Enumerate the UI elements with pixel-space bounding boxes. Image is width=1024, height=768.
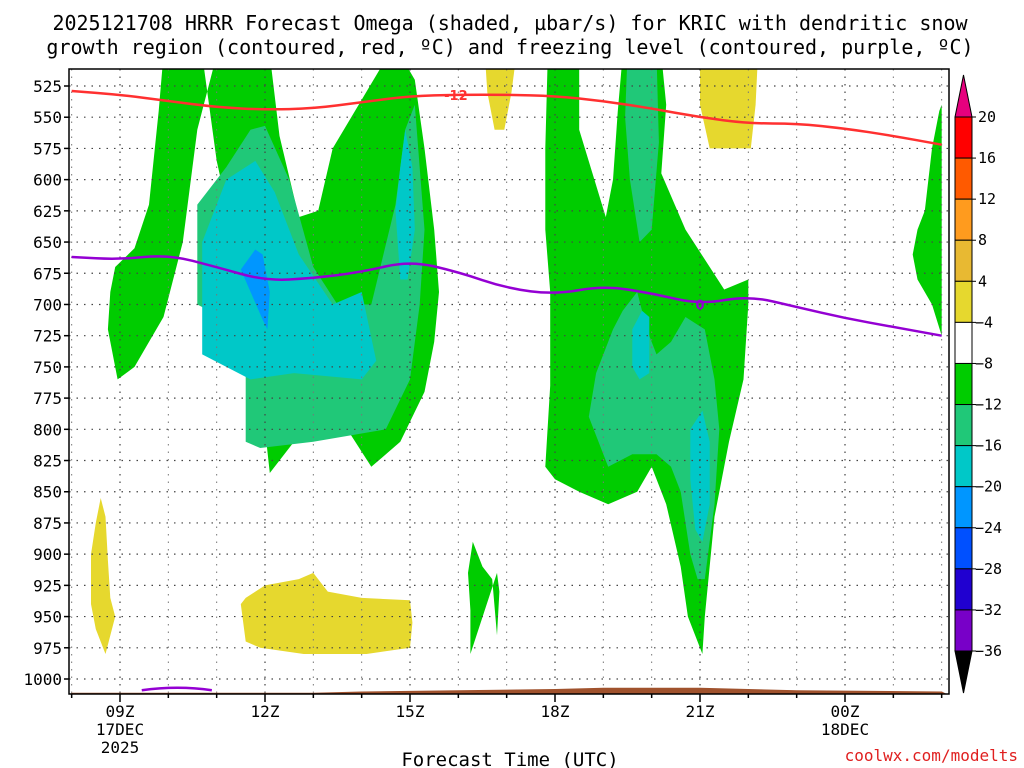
y-tick-label-900: 900 <box>33 545 62 564</box>
freezing-level-line-label: 0 <box>695 298 704 313</box>
y-tick-label-625: 625 <box>33 202 62 221</box>
colorbar-label-16: 16 <box>978 149 996 167</box>
y-tick-label-725: 725 <box>33 327 62 346</box>
y-tick-label-600: 600 <box>33 171 62 190</box>
contour-lines-layer: -12 0 <box>71 89 942 692</box>
chart-title-line-2: growth region (contoured, red, ºC) and f… <box>46 35 973 59</box>
colorbar-label--36: −36 <box>975 642 1002 660</box>
omega-region-12 <box>91 498 116 654</box>
y-tick-label-825: 825 <box>33 452 62 471</box>
colorbar-label--16: −16 <box>975 437 1002 455</box>
y-tick-label-650: 650 <box>33 233 62 252</box>
y-tick-label-1000: 1000 <box>23 670 62 689</box>
omega-region-6 <box>588 292 720 580</box>
y-tick-label-975: 975 <box>33 639 62 658</box>
omega-region-4 <box>240 249 270 330</box>
x-tick-label-18Z: 18Z <box>541 702 570 721</box>
y-tick-label-875: 875 <box>33 514 62 533</box>
colorbar: 20 16 12 8 4 −4 −8 −12 −16 −20 −24 −28 −32 −36 <box>954 74 1002 694</box>
terrain-surface <box>70 687 947 694</box>
plot-background <box>69 69 949 694</box>
x-axis-label: Forecast Time (UTC) <box>401 749 618 768</box>
freezing-level-line <box>71 255 942 337</box>
x-tick-year-09Z: 2025 <box>101 738 140 757</box>
omega-region-13 <box>240 572 413 654</box>
colorbar-swatch-9 <box>954 486 973 529</box>
y-tick-label-950: 950 <box>33 608 62 627</box>
colorbar-label--12: −12 <box>975 396 1002 414</box>
x-tick-label-09Z: 09Z <box>106 702 135 721</box>
colorbar-label-8: 8 <box>978 231 987 249</box>
x-tick-label-15Z: 15Z <box>396 702 425 721</box>
y-tick-label-575: 575 <box>33 139 62 158</box>
y-tick-label-775: 775 <box>33 389 62 408</box>
omega-region-7 <box>625 69 659 243</box>
colorbar-swatch-7 <box>954 404 973 447</box>
y-tick-label-675: 675 <box>33 264 62 283</box>
x-tick-label-21Z: 21Z <box>686 702 715 721</box>
terrain-layer <box>70 687 947 694</box>
freezing-level-surface-segment <box>141 686 213 692</box>
credit-text: coolwx.com/modelts <box>845 746 1018 765</box>
plot-frame <box>68 68 950 695</box>
chart-title-line-1: 2025121708 HRRR Forecast Omega (shaded, … <box>52 11 968 35</box>
x-tick-date-09Z: 17DEC <box>96 720 144 739</box>
pressure-axis: 525 550 575 600 625 650 675 700 725 750 775 800 825 8… <box>23 77 69 689</box>
colorbar-bottom-arrow <box>954 650 973 694</box>
colorbar-label--20: −20 <box>975 478 1002 496</box>
omega-region-2 <box>202 160 377 380</box>
colorbar-swatch-11 <box>954 568 973 611</box>
colorbar-swatch-8 <box>954 445 973 488</box>
colorbar-swatch-2 <box>954 198 973 241</box>
colorbar-label-20: 20 <box>978 108 996 126</box>
colorbar-label--24: −24 <box>975 519 1002 537</box>
colorbar-label--32: −32 <box>975 601 1002 619</box>
y-tick-label-700: 700 <box>33 295 62 314</box>
y-tick-label-550: 550 <box>33 108 62 127</box>
colorbar-swatch-10 <box>954 527 973 570</box>
colorbar-label-12: 12 <box>978 190 996 208</box>
x-tick-label-00Z: 00Z <box>831 702 860 721</box>
colorbar-label--8: −8 <box>975 354 993 372</box>
omega-region-9 <box>632 310 650 380</box>
colorbar-label-4: 4 <box>978 272 987 290</box>
omega-region-15 <box>700 69 758 149</box>
x-tick-label-12Z: 12Z <box>251 702 280 721</box>
colorbar-swatch-4 <box>954 280 973 323</box>
colorbar-swatch-0 <box>954 116 973 159</box>
omega-region-8 <box>690 410 710 542</box>
omega-region-10 <box>468 541 500 654</box>
dgz-contour-line-label: -12 <box>444 89 468 104</box>
colorbar-swatch-3 <box>954 239 973 282</box>
y-tick-label-525: 525 <box>33 77 62 96</box>
x-tick-date-00Z: 18DEC <box>821 720 869 739</box>
colorbar-label--4: −4 <box>975 313 993 331</box>
colorbar-swatch-6 <box>954 362 973 406</box>
dgz-contour-line <box>71 89 942 146</box>
colorbar-swatch-5 <box>954 321 973 364</box>
y-tick-label-750: 750 <box>33 358 62 377</box>
colorbar-swatch-12 <box>954 609 973 652</box>
colorbar-top-arrow <box>954 74 973 118</box>
y-tick-label-800: 800 <box>33 420 62 439</box>
omega-region-14 <box>485 69 515 130</box>
omega-region-11 <box>912 104 942 336</box>
colorbar-swatch-1 <box>954 157 973 200</box>
y-tick-label-925: 925 <box>33 576 62 595</box>
y-tick-label-850: 850 <box>33 483 62 502</box>
colorbar-label--28: −28 <box>975 560 1002 578</box>
